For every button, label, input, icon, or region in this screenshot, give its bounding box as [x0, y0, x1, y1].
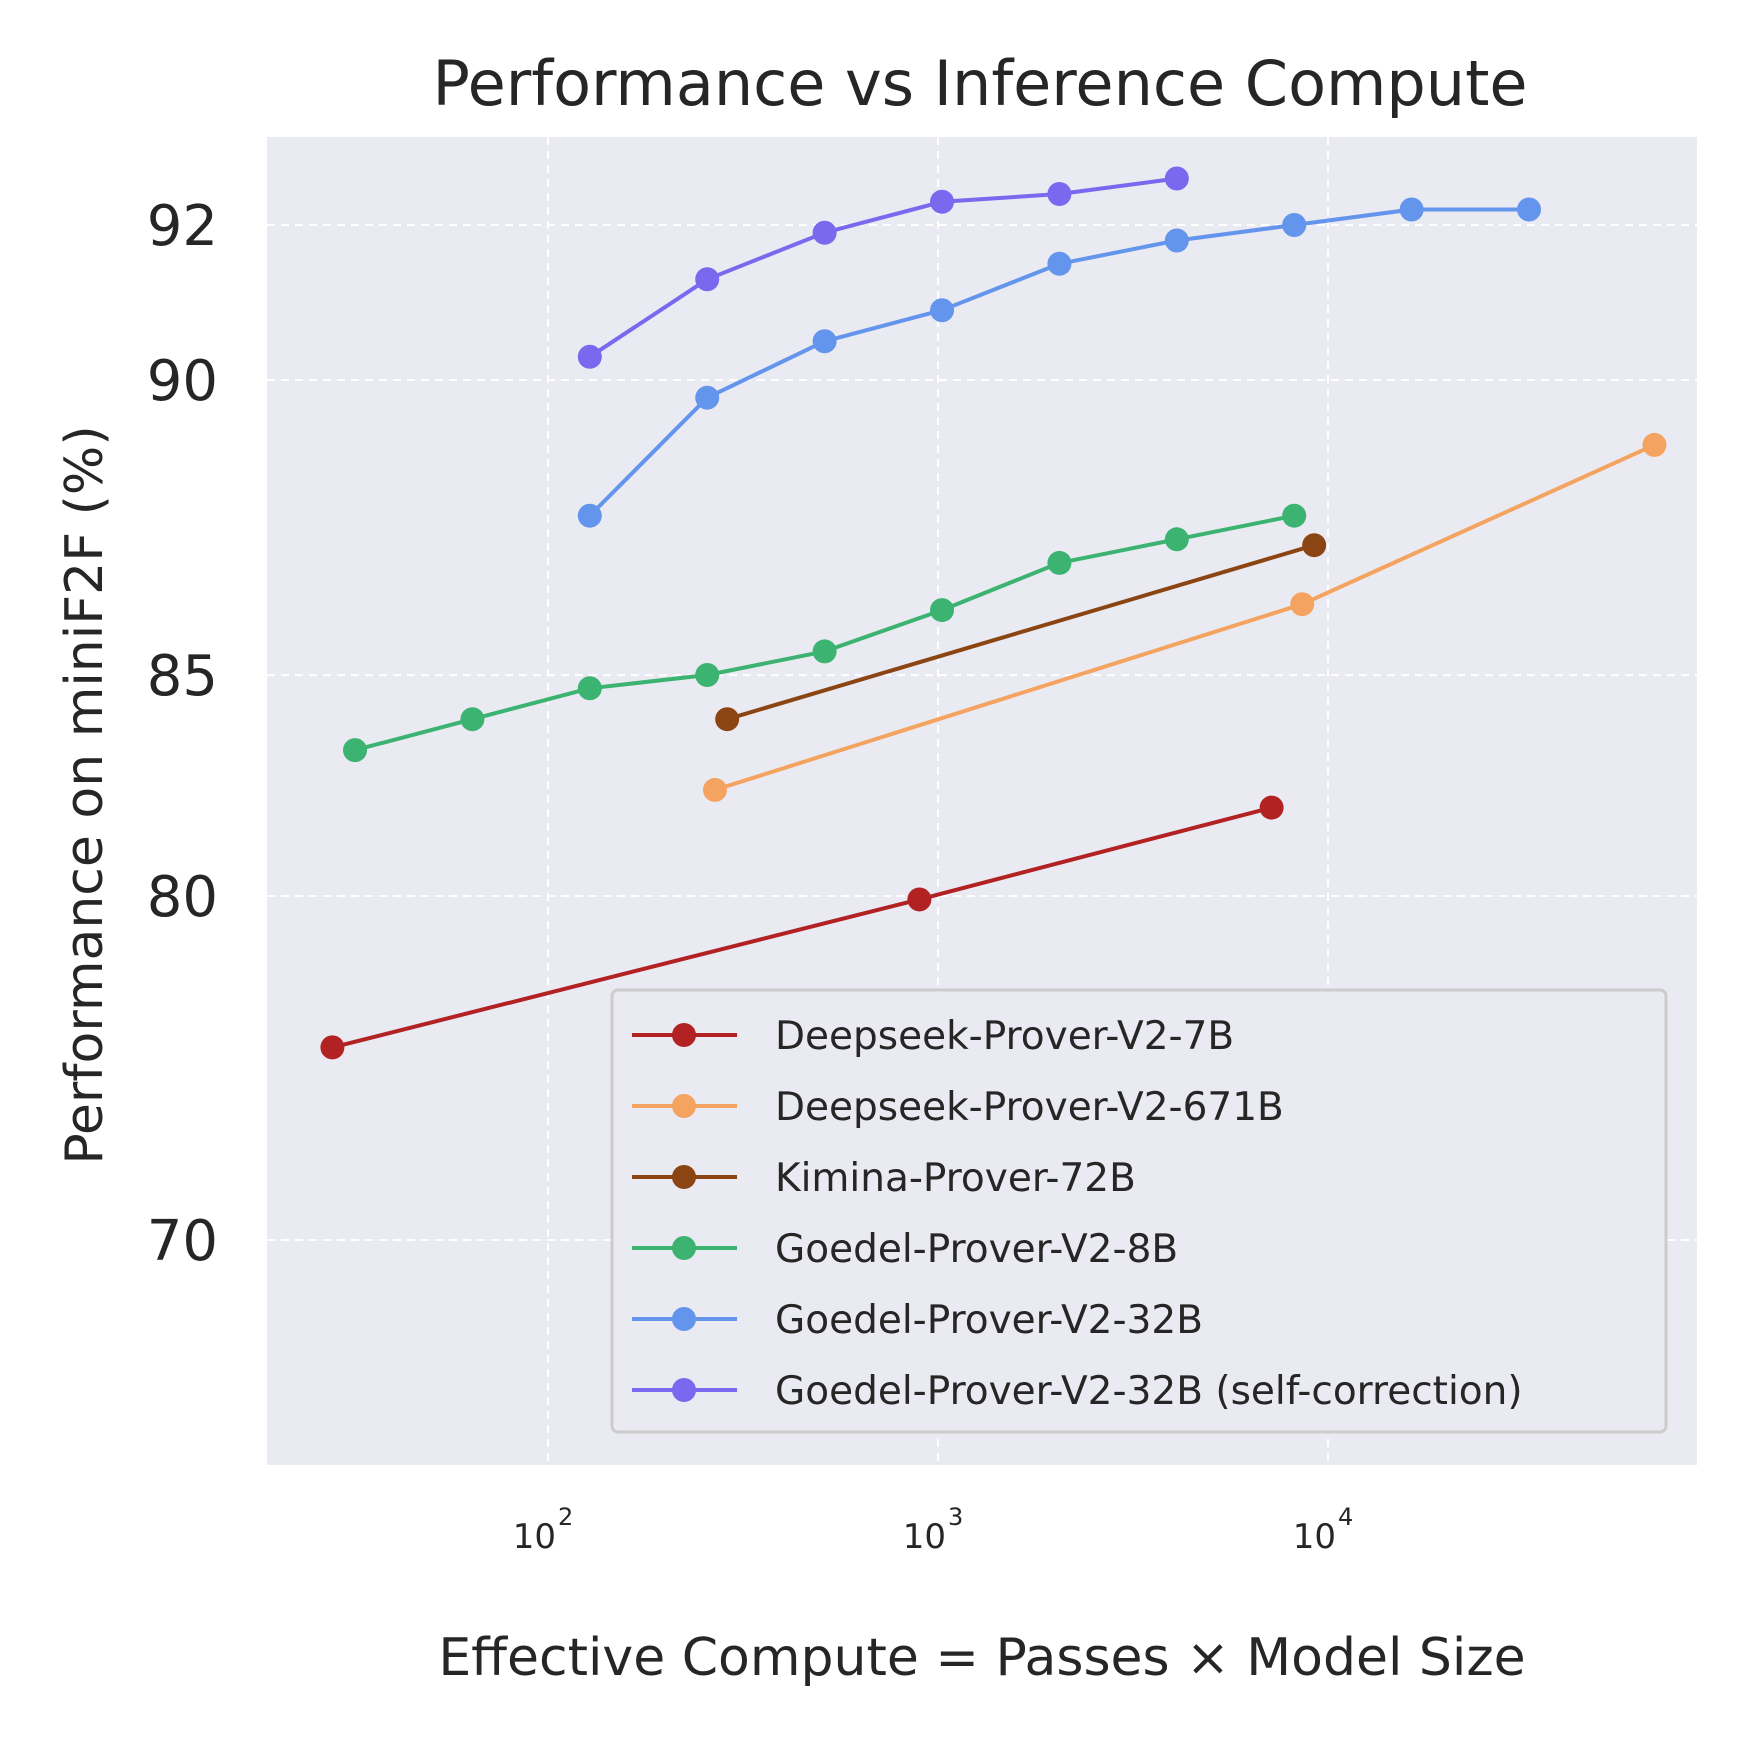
data-point	[695, 663, 720, 687]
y-ticks: 70 80 85 90 92	[147, 194, 218, 1274]
legend-marker	[672, 1165, 696, 1189]
data-point	[695, 385, 720, 410]
data-point	[343, 738, 368, 763]
series-5	[577, 166, 1189, 369]
legend-marker	[672, 1236, 696, 1260]
data-point	[1164, 228, 1189, 253]
series-2	[715, 533, 1327, 732]
data-point	[930, 598, 955, 623]
legend-item: Goedel-Prover-V2-32B (self-correction)	[632, 1369, 1523, 1414]
x-tick-exponent: 2	[558, 1503, 573, 1531]
data-point	[1399, 197, 1424, 222]
series-1	[702, 432, 1667, 802]
data-point	[812, 639, 837, 664]
y-tick-label: 92	[147, 194, 218, 259]
data-point	[1282, 213, 1307, 237]
data-point	[1047, 550, 1072, 575]
x-tick-label: 10 3	[903, 1503, 964, 1557]
legend-marker	[672, 1023, 696, 1047]
legend-marker	[672, 1094, 696, 1118]
data-point	[1302, 533, 1327, 558]
x-axis-label: Effective Compute = Passes × Model Size	[438, 1628, 1525, 1688]
data-point	[702, 777, 727, 802]
data-point	[907, 887, 932, 912]
series-group	[320, 166, 1667, 1060]
chart-title: Performance vs Inference Compute	[432, 47, 1527, 120]
x-tick-base: 10	[903, 1517, 946, 1557]
data-point	[1282, 503, 1307, 528]
legend-label: Goedel-Prover-V2-32B	[775, 1298, 1203, 1343]
data-point	[1259, 795, 1284, 820]
legend-item: Kimina-Prover-72B	[632, 1156, 1136, 1201]
legend-label: Goedel-Prover-V2-32B (self-correction)	[775, 1369, 1523, 1414]
x-tick-exponent: 4	[1338, 1503, 1353, 1531]
legend-item: Deepseek-Prover-V2-7B	[632, 1014, 1234, 1059]
x-ticks: 10 2 10 3 10 4	[513, 1503, 1354, 1557]
data-point	[715, 707, 740, 732]
series-3	[343, 503, 1307, 763]
x-tick-label: 10 2	[513, 1503, 574, 1557]
x-tick-exponent: 3	[948, 1503, 963, 1531]
legend-label: Deepseek-Prover-V2-671B	[775, 1085, 1284, 1130]
data-point	[695, 267, 720, 292]
legend-marker	[672, 1307, 696, 1331]
data-point	[460, 707, 485, 732]
legend-label: Deepseek-Prover-V2-7B	[775, 1014, 1234, 1059]
data-point	[812, 220, 837, 245]
data-point	[1164, 527, 1189, 552]
data-point	[1290, 592, 1315, 617]
x-tick-base: 10	[513, 1517, 556, 1557]
data-point	[1164, 166, 1189, 191]
data-point	[812, 329, 837, 354]
y-tick-label: 70	[147, 1209, 218, 1274]
legend-label: Kimina-Prover-72B	[775, 1156, 1136, 1201]
legend-item: Goedel-Prover-V2-32B	[632, 1298, 1203, 1343]
legend-item: Deepseek-Prover-V2-671B	[632, 1085, 1284, 1130]
y-tick-label: 90	[147, 349, 218, 414]
data-point	[1047, 182, 1072, 206]
data-point	[1047, 251, 1072, 276]
series-4	[577, 197, 1542, 528]
y-tick-label: 85	[147, 644, 218, 709]
data-point	[577, 676, 602, 701]
legend-label: Goedel-Prover-V2-8B	[775, 1227, 1178, 1272]
y-axis-label: Performance on miniF2F (%)	[55, 425, 115, 1164]
series-line	[726, 543, 1315, 722]
series-line	[588, 176, 1178, 359]
y-tick-label: 80	[147, 865, 218, 930]
legend-marker	[672, 1378, 696, 1402]
x-tick-label: 10 4	[1293, 1503, 1354, 1557]
legend-item: Goedel-Prover-V2-8B	[632, 1227, 1178, 1272]
legend-box	[610, 988, 1668, 1434]
data-point	[577, 344, 602, 369]
data-point	[320, 1035, 345, 1060]
data-point	[1517, 197, 1542, 222]
series-0	[320, 795, 1284, 1060]
x-tick-base: 10	[1293, 1517, 1336, 1557]
legend: Deepseek-Prover-V2-7B Deepseek-Prover-V2-…	[610, 988, 1668, 1434]
data-point	[577, 503, 602, 528]
data-point	[930, 189, 955, 214]
data-point	[1642, 432, 1667, 457]
data-point	[930, 298, 955, 323]
